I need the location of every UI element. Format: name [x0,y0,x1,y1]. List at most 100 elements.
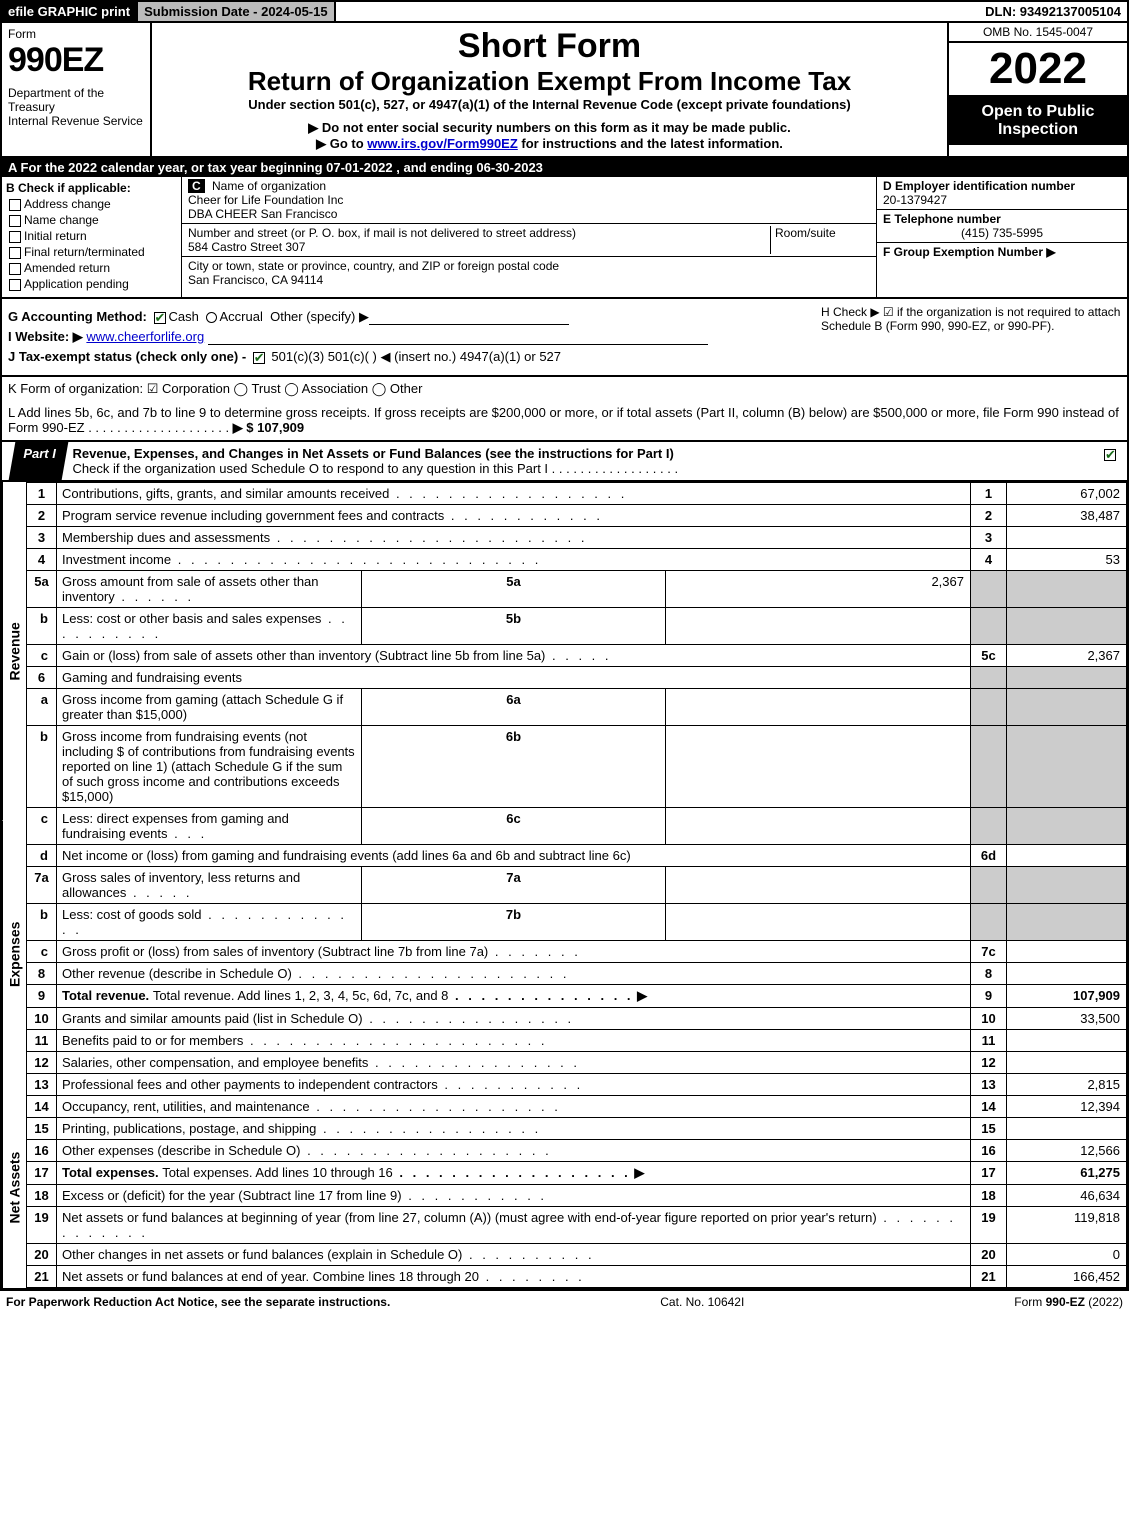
chk-501c3[interactable] [253,352,265,364]
header-left: Form 990EZ Department of the Treasury In… [2,23,152,156]
tax-exempt-status: J Tax-exempt status (check only one) - 5… [8,349,1121,365]
phone-value: (415) 735-5995 [883,226,1121,240]
line-6d: dNet income or (loss) from gaming and fu… [27,845,1127,867]
box-c: C Name of organization Cheer for Life Fo… [182,177,877,297]
addr-label: Number and street (or P. O. box, if mail… [188,226,576,240]
ssn-warning: ▶ Do not enter social security numbers o… [308,120,790,136]
org-address: 584 Castro Street 307 [188,240,305,254]
line-4: 4Investment income . . . . . . . . . . .… [27,549,1127,571]
chk-schedule-o[interactable] [1104,449,1116,461]
chk-application-pending[interactable]: Application pending [6,277,177,291]
org-dba: DBA CHEER San Francisco [188,207,337,221]
section-a-tax-year: A For the 2022 calendar year, or tax yea… [0,158,1129,177]
line-18: 18Excess or (deficit) for the year (Subt… [27,1185,1127,1207]
submission-date: Submission Date - 2024-05-15 [138,2,336,21]
line-12: 12Salaries, other compensation, and empl… [27,1052,1127,1074]
paperwork-reduction-notice: For Paperwork Reduction Act Notice, see … [6,1295,390,1309]
group-exemption-row: F Group Exemption Number ▶ [877,243,1127,297]
line-7a: 7aGross sales of inventory, less returns… [27,867,1127,904]
header-right: OMB No. 1545-0047 2022 Open to Public In… [947,23,1127,156]
side-label-expenses: Expenses [2,821,26,1087]
line-15: 15Printing, publications, postage, and s… [27,1118,1127,1140]
form-header: Form 990EZ Department of the Treasury In… [0,23,1129,158]
e-label: E Telephone number [883,212,1001,226]
chk-amended-return[interactable]: Amended return [6,261,177,275]
line-8: 8Other revenue (describe in Schedule O) … [27,963,1127,985]
line-9: 9Total revenue. Total revenue. Add lines… [27,985,1127,1008]
dept-label: Department of the Treasury Internal Reve… [8,86,144,128]
omb-number: OMB No. 1545-0047 [949,23,1127,43]
form-number: 990EZ [8,41,144,80]
c-label: C [188,179,205,193]
subtitle: Under section 501(c), 527, or 4947(a)(1)… [248,97,850,112]
open-public-inspection: Open to Public Inspection [949,97,1127,145]
org-name-row: C Name of organization Cheer for Life Fo… [182,177,876,224]
city-label: City or town, state or province, country… [188,259,559,273]
irs-link[interactable]: www.irs.gov/Form990EZ [367,136,518,151]
line-2: 2Program service revenue including gover… [27,505,1127,527]
part-1-tab: Part I [9,442,68,480]
chk-name-change[interactable]: Name change [6,213,177,227]
line-7b: bLess: cost of goods sold . . . . . . . … [27,904,1127,941]
line-6b: bGross income from fundraising events (n… [27,726,1127,808]
line-5c: cGain or (loss) from sale of assets othe… [27,645,1127,667]
line-5a: 5aGross amount from sale of assets other… [27,571,1127,608]
dln: DLN: 93492137005104 [979,2,1127,21]
line-1: 1Contributions, gifts, grants, and simil… [27,483,1127,505]
line-6c: cLess: direct expenses from gaming and f… [27,808,1127,845]
side-label-revenue: Revenue [2,482,26,821]
line-17: 17Total expenses. Total expenses. Add li… [27,1162,1127,1185]
form-footer-label: Form 990-EZ (2022) [1014,1295,1123,1309]
ein-value: 20-1379427 [883,193,947,207]
box-h: H Check ▶ ☑ if the organization is not r… [821,305,1121,333]
part-1-header: Part I Revenue, Expenses, and Changes in… [0,442,1129,482]
phone-row: E Telephone number (415) 735-5995 [877,210,1127,243]
box-def: D Employer identification number 20-1379… [877,177,1127,297]
line-11: 11Benefits paid to or for members . . . … [27,1030,1127,1052]
line-6a: aGross income from gaming (attach Schedu… [27,689,1127,726]
lines-table-inner: 1Contributions, gifts, grants, and simil… [26,482,1127,1288]
form-word: Form [8,27,144,41]
section-ghij: H Check ▶ ☑ if the organization is not r… [0,299,1129,377]
page-footer: For Paperwork Reduction Act Notice, see … [0,1290,1129,1313]
chk-cash[interactable] [154,312,166,324]
other-specify-input[interactable] [369,311,569,325]
l-amount: ▶ $ 107,909 [233,420,304,435]
ein-row: D Employer identification number 20-1379… [877,177,1127,210]
tax-year: 2022 [949,43,1127,97]
line-5b: bLess: cost or other basis and sales exp… [27,608,1127,645]
part-1-table: Revenue Expenses Net Assets 1Contributio… [0,482,1129,1290]
org-name: Cheer for Life Foundation Inc [188,193,343,207]
chk-initial-return[interactable]: Initial return [6,229,177,243]
box-b-label: B Check if applicable: [6,181,177,195]
line-7c: cGross profit or (loss) from sales of in… [27,941,1127,963]
side-label-net-assets: Net Assets [2,1087,26,1289]
header-center: Short Form Return of Organization Exempt… [152,23,947,156]
line-19: 19Net assets or fund balances at beginni… [27,1207,1127,1244]
chk-address-change[interactable]: Address change [6,197,177,211]
line-13: 13Professional fees and other payments t… [27,1074,1127,1096]
line-20: 20Other changes in net assets or fund ba… [27,1244,1127,1266]
addr-row: Number and street (or P. O. box, if mail… [182,224,876,257]
city-row: City or town, state or province, country… [182,257,876,289]
section-l-gross-receipts: L Add lines 5b, 6c, and 7b to line 9 to … [0,401,1129,442]
room-label: Room/suite [775,226,836,240]
line-14: 14Occupancy, rent, utilities, and mainte… [27,1096,1127,1118]
website-link[interactable]: www.cheerforlife.org [86,329,204,344]
line-10: 10Grants and similar amounts paid (list … [27,1008,1127,1030]
chk-final-return[interactable]: Final return/terminated [6,245,177,259]
chk-accrual[interactable] [206,312,217,323]
org-city: San Francisco, CA 94114 [188,273,323,287]
part-1-title: Revenue, Expenses, and Changes in Net As… [65,442,1093,480]
goto-link[interactable]: ▶ Go to www.irs.gov/Form990EZ for instru… [316,136,783,152]
name-label: Name of organization [212,179,326,193]
line-6: 6Gaming and fundraising events [27,667,1127,689]
section-k-form-of-org: K Form of organization: ☑ Corporation ◯ … [0,377,1129,401]
info-grid: B Check if applicable: Address change Na… [0,177,1129,299]
top-bar: efile GRAPHIC print Submission Date - 20… [0,0,1129,23]
f-label: F Group Exemption Number ▶ [883,245,1056,259]
efile-graphic-print[interactable]: efile GRAPHIC print [2,2,138,21]
catalog-number: Cat. No. 10642I [660,1295,744,1309]
line-21: 21Net assets or fund balances at end of … [27,1266,1127,1288]
box-b: B Check if applicable: Address change Na… [2,177,182,297]
